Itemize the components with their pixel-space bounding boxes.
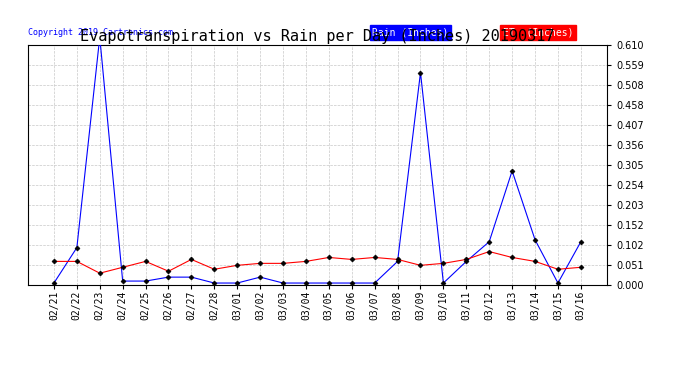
Text: Rain (Inches): Rain (Inches) — [373, 27, 448, 38]
Text: ET  (Inches): ET (Inches) — [503, 27, 573, 38]
Text: Copyright 2019 Cartronics.com: Copyright 2019 Cartronics.com — [28, 28, 172, 38]
Title: Evapotranspiration vs Rain per Day (Inches) 20190317: Evapotranspiration vs Rain per Day (Inch… — [80, 29, 555, 44]
